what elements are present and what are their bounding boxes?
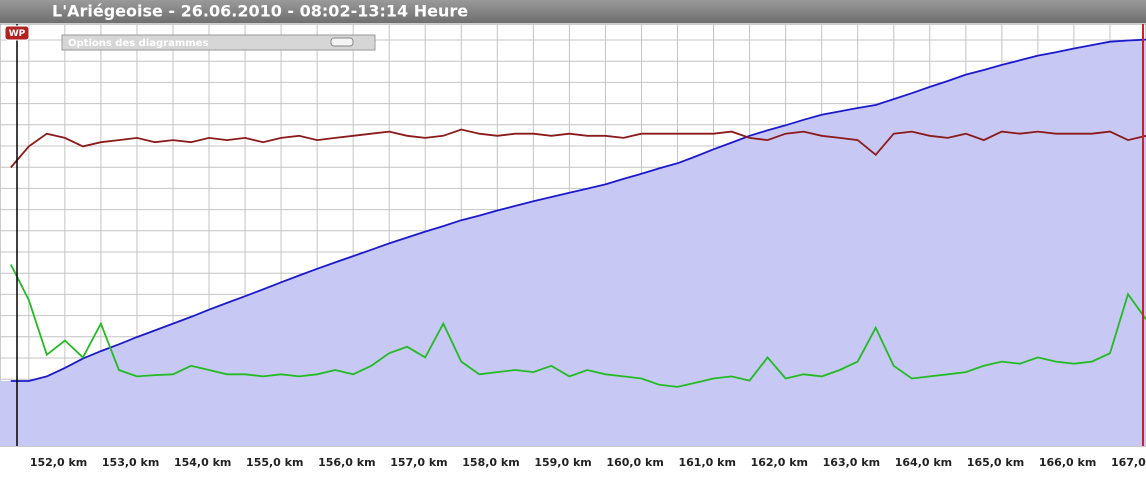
title-bar [0, 0, 1146, 23]
options-toggle[interactable] [330, 37, 354, 47]
series-line [10, 128, 1146, 169]
x-tick-label: 167,0 km [1111, 456, 1146, 469]
x-tick-label: 154,0 km [174, 456, 231, 469]
x-tick-label: 162,0 km [751, 456, 808, 469]
x-tick-label: 153,0 km [102, 456, 159, 469]
x-tick-label: 156,0 km [318, 456, 375, 469]
x-tick-label: 165,0 km [967, 456, 1024, 469]
x-tick-label: 159,0 km [534, 456, 591, 469]
waypoint-label: WP [9, 29, 26, 39]
series-line [9, 264, 1146, 388]
x-tick-label: 161,0 km [679, 456, 736, 469]
waypoint-badge[interactable] [4, 25, 30, 41]
chart-title: L'Ariégeoise - 26.06.2010 - 08:02-13:14 … [52, 2, 468, 21]
series-line [10, 38, 1146, 382]
options-label: Options des diagrammes [68, 38, 208, 49]
x-tick-label: 164,0 km [895, 456, 952, 469]
x-tick-label: 160,0 km [606, 456, 663, 469]
x-tick-label: 163,0 km [823, 456, 880, 469]
x-tick-label: 166,0 km [1039, 456, 1096, 469]
x-tick-label: 158,0 km [462, 456, 519, 469]
x-tick-label: 155,0 km [246, 456, 303, 469]
x-tick-label: 152,0 km [30, 456, 87, 469]
options-panel[interactable] [61, 34, 376, 51]
x-tick-label: 157,0 km [390, 456, 447, 469]
